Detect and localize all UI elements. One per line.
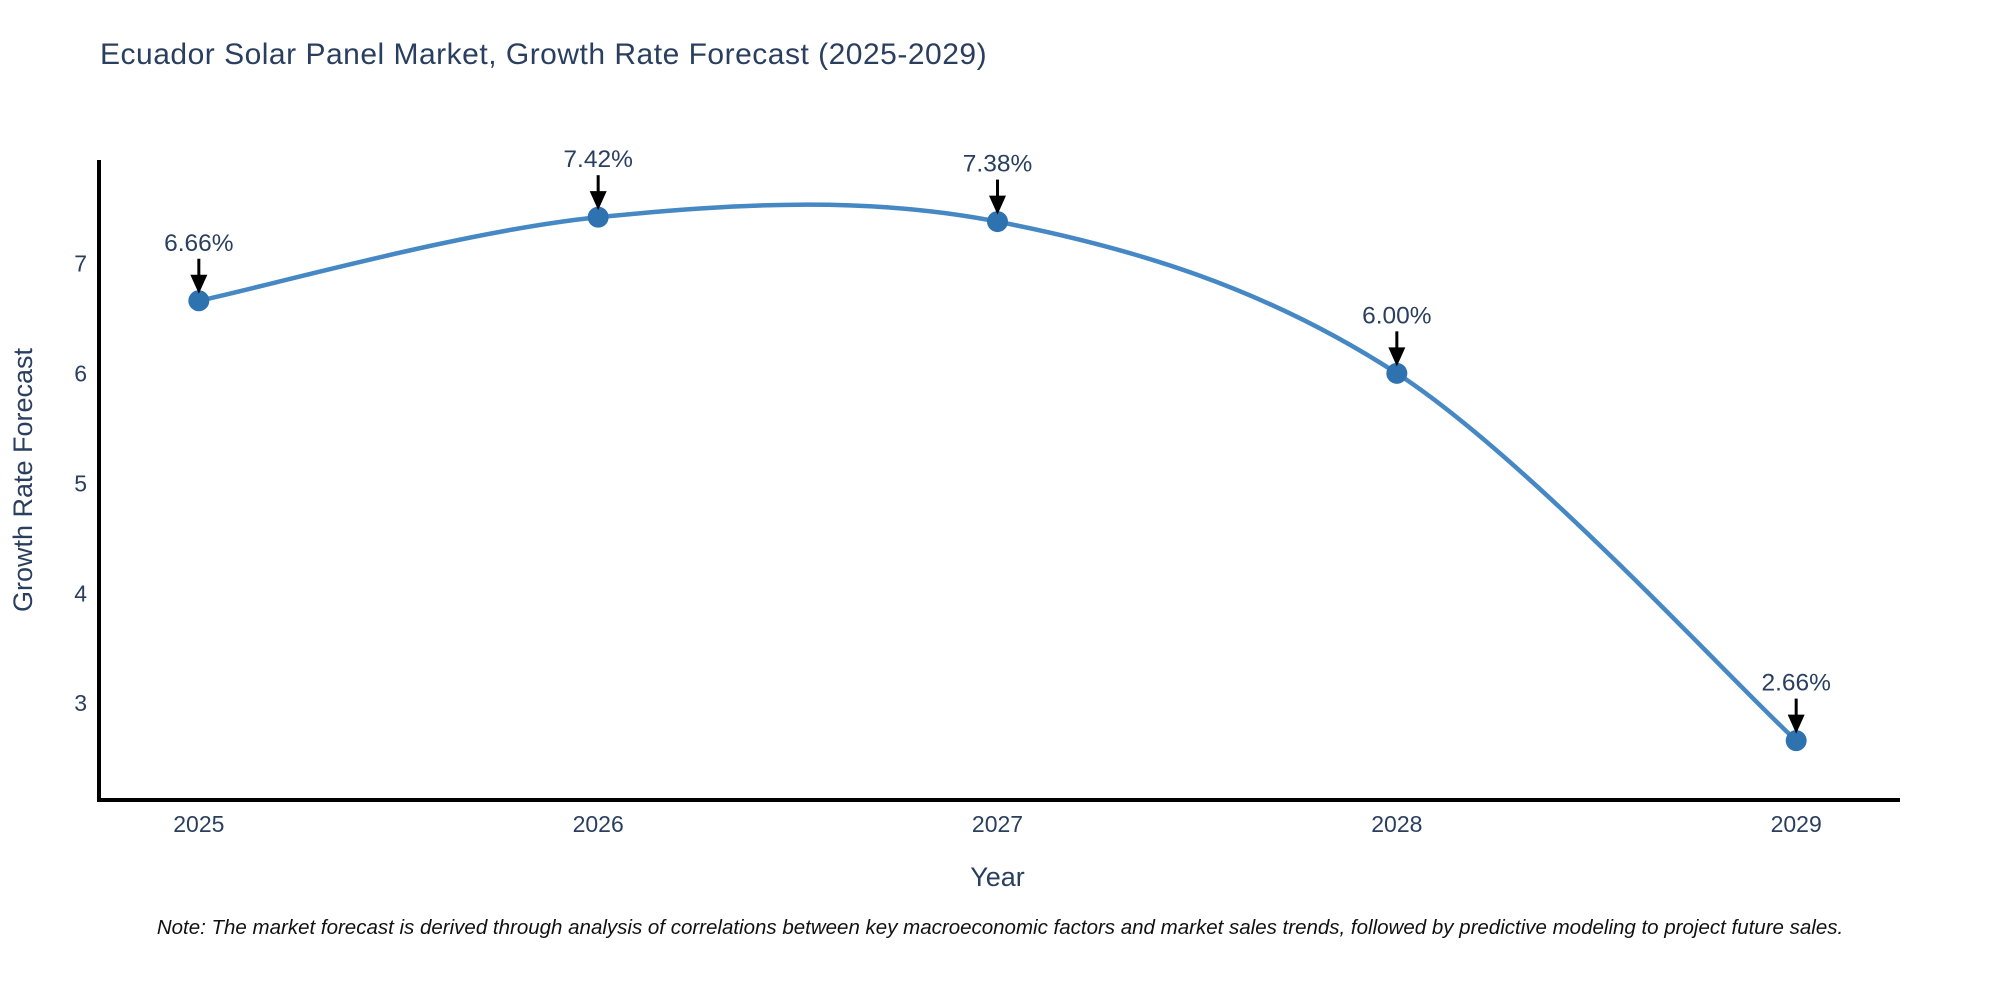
data-point-marker[interactable] bbox=[1785, 730, 1807, 752]
growth-rate-series-line bbox=[196, 202, 1799, 743]
y-tick-label: 4 bbox=[74, 580, 87, 606]
x-tick-label: 2027 bbox=[972, 811, 1023, 837]
chart-footnote: Note: The market forecast is derived thr… bbox=[156, 916, 1844, 939]
annotation-arrow-head-icon bbox=[1787, 714, 1805, 734]
data-point-value-label: 6.66% bbox=[164, 230, 233, 257]
annotation-arrow-head-icon bbox=[589, 191, 607, 211]
y-tick-label: 5 bbox=[74, 470, 87, 496]
x-tick-label: 2026 bbox=[573, 811, 624, 837]
data-point-value-label: 7.42% bbox=[563, 146, 632, 173]
y-tick-label: 6 bbox=[74, 360, 87, 386]
x-tick-label: 2029 bbox=[1771, 811, 1822, 837]
data-point-value-label: 2.66% bbox=[1761, 670, 1830, 697]
chart-title: Ecuador Solar Panel Market, Growth Rate … bbox=[100, 38, 988, 71]
data-point-marker[interactable] bbox=[188, 290, 210, 312]
data-point-value-label: 6.00% bbox=[1362, 302, 1431, 329]
y-tick-label: 3 bbox=[74, 690, 87, 716]
data-point-marker[interactable] bbox=[1386, 362, 1408, 384]
y-tick-label: 7 bbox=[74, 250, 87, 276]
data-point-value-label: 7.38% bbox=[963, 151, 1032, 178]
data-point-marker[interactable] bbox=[987, 211, 1009, 233]
axis-lines bbox=[97, 160, 1900, 802]
x-tick-label: 2028 bbox=[1371, 811, 1422, 837]
annotation-arrow-head-icon bbox=[1388, 347, 1406, 367]
x-tick-label: 2025 bbox=[173, 811, 224, 837]
annotation-arrow-head-icon bbox=[190, 274, 208, 294]
x-axis-title: Year bbox=[970, 862, 1025, 892]
data-point-marker[interactable] bbox=[587, 206, 609, 228]
annotation-arrow-head-icon bbox=[989, 195, 1007, 215]
y-axis-title: Growth Rate Forecast bbox=[8, 347, 38, 612]
